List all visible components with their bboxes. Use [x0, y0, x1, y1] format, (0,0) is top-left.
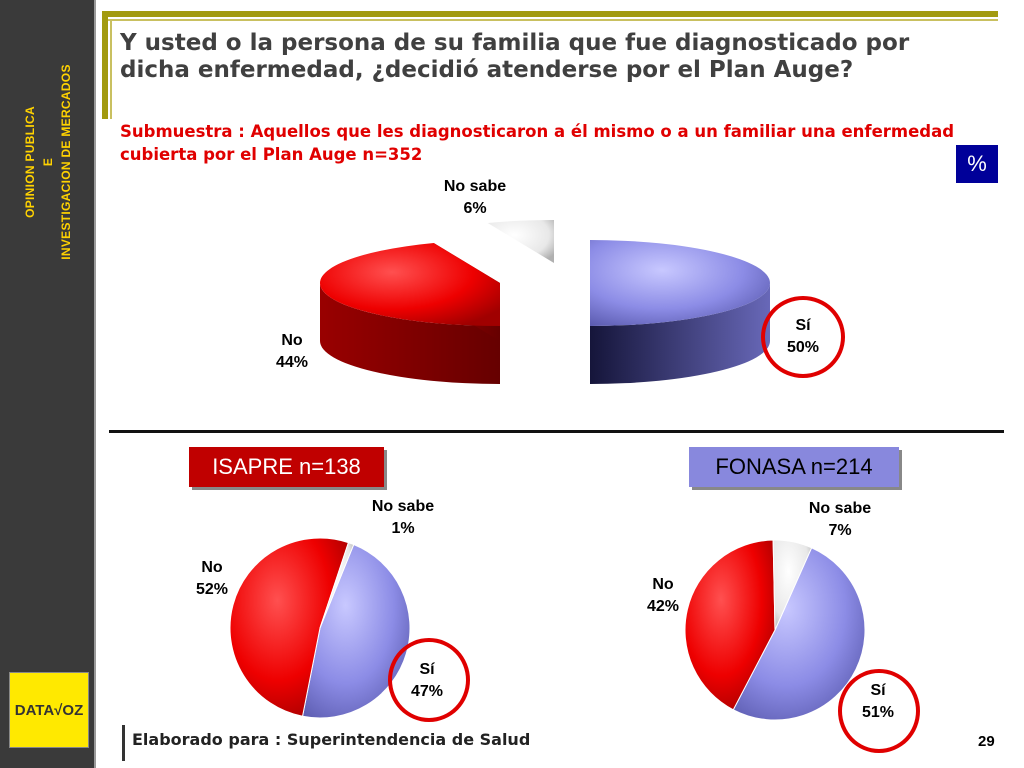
isapre-label-nosabe-text: No sabe — [371, 498, 435, 515]
header-rule — [102, 11, 998, 17]
main-slice-si — [590, 240, 770, 326]
page-title: Y usted o la persona de su familia que f… — [120, 30, 910, 83]
isapre-slice-nosabe — [319, 541, 355, 629]
fonasa-label-nosabe: No sabe 7% — [790, 498, 890, 542]
main-label-si-value: 50% — [786, 339, 820, 356]
section-divider — [109, 430, 1004, 433]
main-slice-si-side — [590, 283, 770, 384]
footer-accent — [122, 725, 125, 761]
isapre-label-no: No 52% — [182, 557, 242, 601]
page-subtitle: Submuestra : Aquellos que les diagnostic… — [120, 122, 955, 164]
sidebar-divider — [94, 0, 96, 768]
main-label-nosabe-value: 6% — [463, 200, 487, 217]
isapre-label-no-text: No — [201, 559, 223, 576]
page-number: 29 — [978, 733, 995, 750]
isapre-label-si-value: 47% — [410, 683, 444, 700]
main-label-no-text: No — [281, 332, 303, 349]
main-label-si: Sí 50% — [774, 315, 832, 359]
fonasa-highlight-circle — [838, 669, 920, 753]
fonasa-label-no: No 42% — [633, 574, 693, 618]
main-highlight-circle — [761, 296, 845, 378]
main-pie-chart — [320, 220, 770, 384]
datavoz-logo: DATA√OZ — [9, 672, 89, 748]
percent-badge: % — [956, 145, 998, 183]
isapre-highlight-circle — [388, 638, 470, 722]
main-label-no: No 44% — [262, 330, 322, 374]
fonasa-slice-si — [732, 547, 866, 721]
main-label-no-value: 44% — [275, 354, 309, 371]
header-rule-left-thin — [110, 19, 112, 119]
fonasa-slice-nosabe — [772, 539, 813, 631]
main-label-nosabe-text: No sabe — [443, 178, 507, 195]
main-slice-no-side — [320, 283, 500, 384]
fonasa-label-si-value: 51% — [861, 704, 895, 721]
header-rule-left — [102, 11, 108, 119]
isapre-label-nosabe-value: 1% — [391, 520, 415, 537]
main-slice-nosabe — [487, 220, 554, 263]
main-label-si-text: Sí — [795, 317, 811, 334]
isapre-label-nosabe: No sabe 1% — [353, 496, 453, 540]
main-label-nosabe: No sabe 6% — [425, 176, 525, 220]
fonasa-label-no-text: No — [652, 576, 674, 593]
sidebar — [0, 0, 95, 768]
header-rule-thin — [102, 19, 998, 21]
fonasa-label-si-text: Sí — [870, 682, 886, 699]
isapre-slice-no — [229, 537, 350, 717]
fonasa-label-nosabe-value: 7% — [828, 522, 852, 539]
isapre-label-si: Sí 47% — [397, 659, 457, 703]
isapre-label-si-text: Sí — [419, 661, 435, 678]
footer-text: Elaborado para : Superintendencia de Sal… — [132, 730, 531, 749]
isapre-pie-chart — [229, 537, 411, 719]
main-slice-no — [320, 243, 500, 326]
fonasa-slice-no — [684, 539, 776, 711]
fonasa-label-si: Sí 51% — [848, 680, 908, 724]
isapre-label-no-value: 52% — [195, 581, 229, 598]
fonasa-box: FONASA n=214 — [689, 447, 899, 487]
isapre-box: ISAPRE n=138 — [189, 447, 384, 487]
fonasa-pie-chart — [684, 539, 866, 721]
fonasa-label-nosabe-text: No sabe — [808, 500, 872, 517]
fonasa-label-no-value: 42% — [646, 598, 680, 615]
